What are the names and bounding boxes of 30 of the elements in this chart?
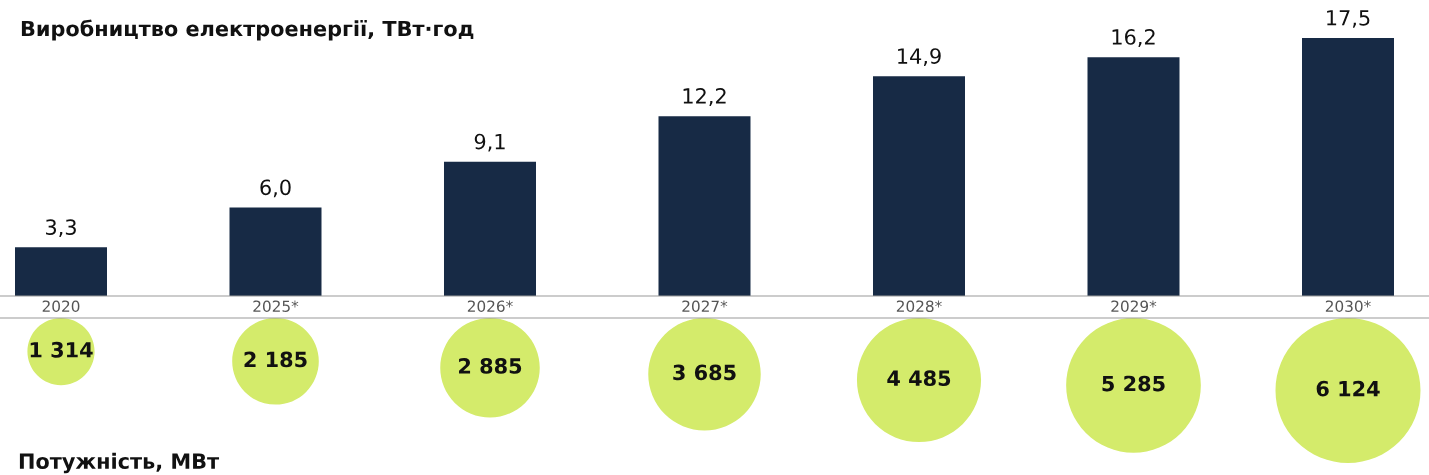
data-label: 16,2 [1112,29,1155,47]
bar [444,161,536,296]
data-label: 3 685 [673,364,736,381]
data-label: 4 485 [887,370,951,387]
data-label: 6 124 [1316,380,1380,397]
bar [873,76,965,296]
bar [1087,57,1180,296]
data-label: 5 285 [1102,375,1165,392]
bar [658,116,751,296]
data-label: 17,5 [1327,10,1370,28]
data-label: 2 885 [459,358,522,374]
x-tick-label: 2025* [253,300,299,312]
text: Потужність, МВт [19,452,220,474]
bar [15,247,107,296]
x-tick-label: 2030* [1325,300,1371,312]
data-label: 1 314 [30,341,93,358]
x-tick-label: 2020 [42,300,80,312]
data-label: 12,2 [683,88,726,106]
data-label: 6,0 [260,179,291,198]
x-tick-label: 2029* [1111,300,1157,312]
data-label: 14,9 [898,48,941,67]
x-tick-label: 2026* [467,300,513,312]
chart-title: Виробництво електроенергії, ТВт·год [21,19,474,41]
x-tick-label: 2027* [682,300,728,312]
data-label: 9,1 [474,133,505,152]
bar [229,207,322,296]
data-label: 2 185 [244,351,307,368]
bar [1302,38,1394,296]
x-tick-label: 2028* [896,300,942,312]
data-label: 3,3 [46,219,76,238]
